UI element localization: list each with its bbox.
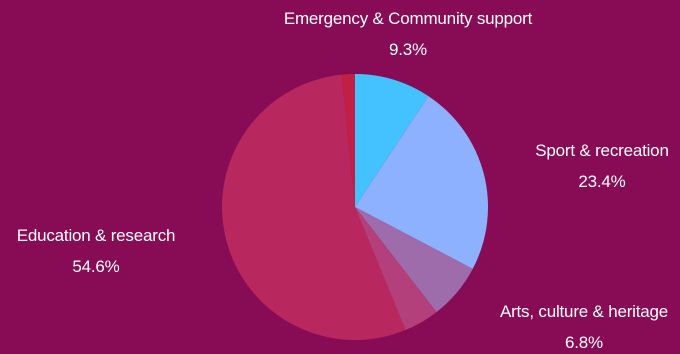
- pie-slice-education-research: [222, 74, 406, 340]
- label-sport-value: 23.4%: [578, 172, 625, 191]
- label-emergency-value: 9.3%: [389, 40, 427, 59]
- pie-slice-arts-culture-heritage: [355, 207, 473, 313]
- label-emergency-name: Emergency & Community support: [284, 9, 533, 28]
- label-sport: Sport & recreation 23.4%: [535, 141, 669, 191]
- label-education: Education & research 54.6%: [17, 226, 176, 276]
- pie-slice-emergency-community-support: [355, 74, 429, 207]
- label-arts-value: 6.8%: [565, 333, 603, 352]
- label-education-value: 54.6%: [72, 257, 119, 276]
- label-education-name: Education & research: [17, 226, 176, 245]
- pie-slice-unlabeled-5: [341, 74, 355, 207]
- label-emergency: Emergency & Community support 9.3%: [284, 9, 533, 59]
- pie-slice-unlabeled-3: [355, 207, 437, 331]
- label-arts: Arts, culture & heritage 6.8%: [500, 302, 668, 352]
- label-sport-name: Sport & recreation: [535, 141, 668, 160]
- pie-slice-sport-recreation: [355, 96, 489, 269]
- label-arts-name: Arts, culture & heritage: [500, 302, 668, 321]
- pie-slices: [222, 74, 489, 340]
